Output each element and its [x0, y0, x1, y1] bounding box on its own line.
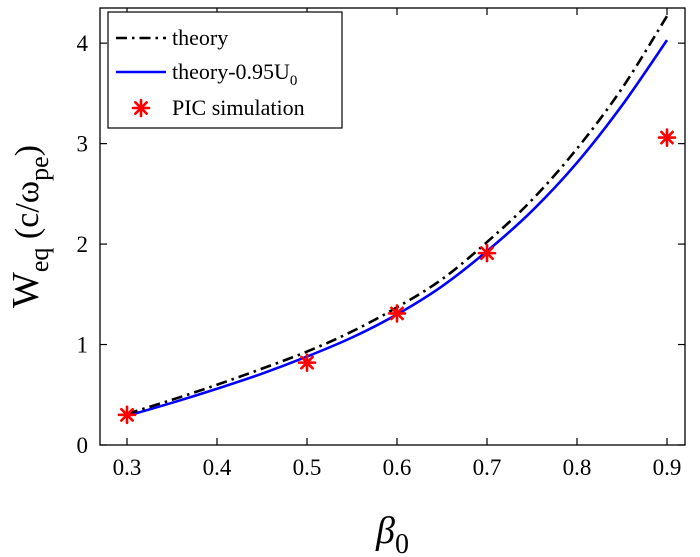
series-theory-line	[126, 15, 669, 416]
plot-area: 0.3 0.4 0.5 0.6 0.7 0.8 0.9 0 1 2 3 4	[77, 7, 686, 480]
x-tick-label: 0.8	[563, 455, 592, 480]
legend-label: theory	[172, 25, 228, 50]
legend-swatch	[131, 98, 151, 118]
x-tick-label: 0.5	[293, 455, 322, 480]
data-point	[477, 243, 497, 263]
axis-titles: β0 Weq (c/ωpe)	[5, 145, 409, 557]
x-tick-label: 0.7	[473, 455, 502, 480]
axes-box	[99, 7, 686, 446]
y-tick-label: 4	[77, 31, 89, 56]
legend-label: PIC simulation	[172, 95, 305, 120]
x-axis-title: β0	[375, 510, 409, 557]
data-point	[657, 128, 677, 147]
y-axis-title: Weq (c/ωpe)	[5, 145, 54, 308]
x-tick-label: 0.3	[113, 455, 142, 480]
y-tick-label: 3	[77, 132, 89, 157]
data-point	[297, 353, 317, 372]
x-tick-label: 0.4	[203, 455, 232, 480]
x-tick-label: 0.9	[653, 455, 682, 480]
y-tick-label: 1	[77, 333, 89, 358]
y-tick-label: 2	[77, 232, 89, 257]
y-tick-label: 0	[77, 433, 89, 458]
data-point	[117, 405, 137, 425]
data-point	[387, 304, 407, 323]
x-tick-label: 0.6	[383, 455, 412, 480]
